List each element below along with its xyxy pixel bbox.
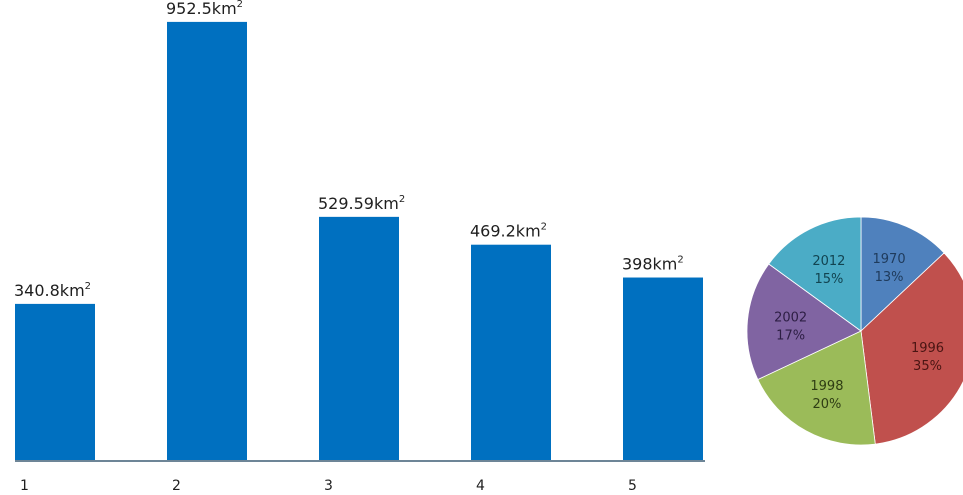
pie-slice-labels: 1970 13% 1996 35% 1998 20% 2002 17% 2012 15% — [774, 252, 944, 412]
bar-data-label-3: 529.59km2 — [318, 194, 405, 213]
pie-slice-2012 — [768, 216, 862, 332]
pie-slice-label-1998: 1998 — [810, 379, 843, 394]
x-tick-label-2: 2 — [172, 478, 181, 494]
pie-slice-value-2012: 15% — [814, 272, 843, 287]
bar-4 — [471, 244, 551, 461]
pie-slice-2002 — [746, 263, 862, 381]
bar-5 — [623, 277, 703, 461]
bar-data-label-5: 398km2 — [622, 255, 684, 274]
x-tick-label-1: 1 — [20, 478, 29, 494]
bar-data-label-2: 952.5km2 — [166, 0, 243, 18]
pie-slice-label-1970: 1970 — [873, 252, 906, 267]
bar-data-label-4: 469.2km2 — [470, 222, 547, 241]
bar-data-labels: 340.8km2 952.5km2 529.59km2 469.2km2 398km2 — [14, 0, 684, 300]
x-tick-label-5: 5 — [628, 478, 637, 494]
pie-slice-label-1996: 1996 — [911, 341, 944, 356]
pie-slices — [746, 216, 963, 446]
bars — [15, 21, 703, 462]
bar-2 — [167, 21, 247, 462]
bar-1 — [15, 303, 95, 461]
x-tick-label-3: 3 — [324, 478, 333, 494]
pie-slice-1998 — [757, 330, 876, 446]
pie-slice-value-1998: 20% — [812, 397, 841, 412]
pie-slice-value-1996: 35% — [913, 359, 942, 374]
bar-chart: 340.8km2952.5km2529.59km2469.2km2398km2 … — [14, 0, 705, 494]
pie-slice-1970 — [860, 216, 945, 332]
pie-chart: 1970 13% 1996 35% 1998 20% 2002 17% 2012 15% — [746, 216, 963, 446]
pie-slice-label-2012: 2012 — [812, 254, 845, 269]
pie-slice-value-1970: 13% — [875, 270, 904, 285]
x-tick-labels: 1 2 3 4 5 — [20, 478, 637, 494]
pie-slice-1996 — [860, 252, 963, 445]
bar-data-label-1: 340.8km2 — [14, 281, 91, 300]
pie-slice-label-2002: 2002 — [774, 310, 807, 325]
bar-3 — [319, 216, 399, 461]
x-tick-label-4: 4 — [476, 478, 485, 494]
pie-slice-value-2002: 17% — [776, 328, 805, 343]
